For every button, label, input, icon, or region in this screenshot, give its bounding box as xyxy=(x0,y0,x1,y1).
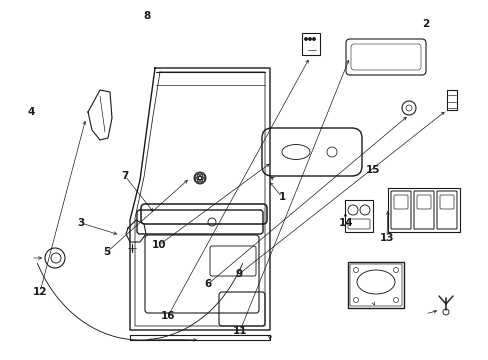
Circle shape xyxy=(308,37,311,41)
Bar xyxy=(446,90,456,110)
Bar xyxy=(345,200,372,232)
Text: 3: 3 xyxy=(77,218,84,228)
Text: 11: 11 xyxy=(232,326,246,336)
Text: 7: 7 xyxy=(121,171,128,181)
Text: 16: 16 xyxy=(160,311,175,321)
Text: 15: 15 xyxy=(365,165,379,175)
Text: 14: 14 xyxy=(338,218,352,228)
Bar xyxy=(387,188,459,232)
Text: 10: 10 xyxy=(151,240,166,250)
Text: 9: 9 xyxy=(235,269,242,279)
Text: 13: 13 xyxy=(379,233,394,243)
Bar xyxy=(347,262,403,308)
Text: 4: 4 xyxy=(27,107,35,117)
Text: 12: 12 xyxy=(33,287,47,297)
Text: 2: 2 xyxy=(421,19,428,30)
Text: 5: 5 xyxy=(103,247,110,257)
Text: 1: 1 xyxy=(279,192,285,202)
Text: 8: 8 xyxy=(143,11,150,21)
Circle shape xyxy=(304,37,307,41)
Circle shape xyxy=(312,37,315,41)
Text: 6: 6 xyxy=(204,279,211,289)
Bar xyxy=(302,33,319,55)
